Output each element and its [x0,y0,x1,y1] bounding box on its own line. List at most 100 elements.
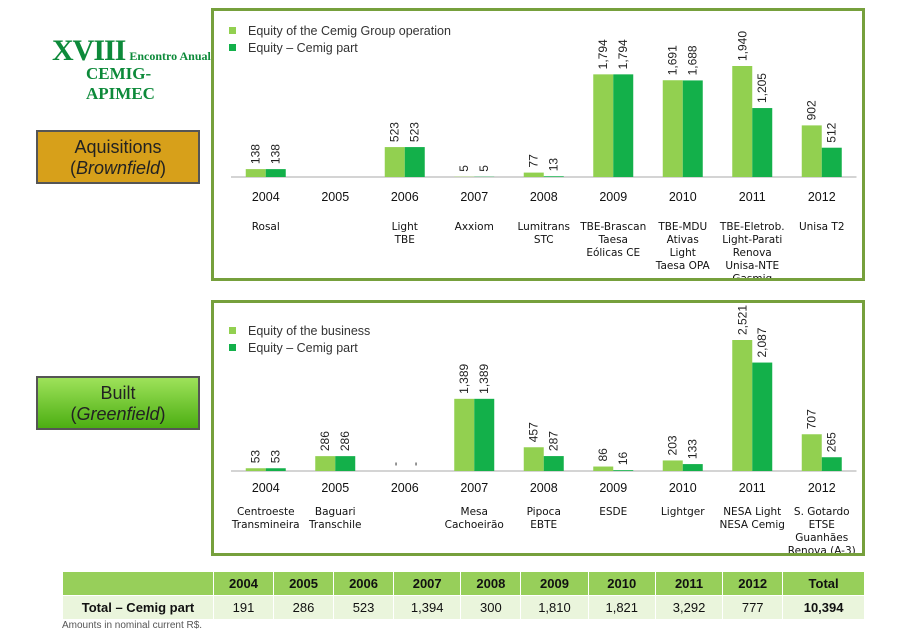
x-tick-label: 2010 [669,481,697,495]
project-label: Gasmig [732,273,772,278]
totals-year-header: 2011 [654,571,724,596]
data-label: 286 [338,431,352,451]
bar [821,147,842,177]
bar [732,66,753,177]
data-label: - [408,462,422,466]
totals-year-header: 2004 [212,571,275,596]
legend-item: Equity – Cemig part [229,39,451,56]
bar [245,169,266,177]
data-label: 138 [269,144,283,164]
data-label: 2,087 [755,327,769,357]
totals-year-header: 2007 [393,571,462,596]
bar [593,466,614,471]
section-label-acquisitions: Aquisitions (Brownfield) [36,130,200,184]
data-label: 1,691 [666,45,680,75]
data-label: 707 [805,409,819,429]
project-label: TBE-Eletrob. [719,221,785,233]
section-title: Built [100,383,136,403]
totals-value: 1,810 [520,595,589,620]
acquisitions-chart-panel: 138 138 2004 Rosal 2005 523 523 2006 Light TBE 5 5 2… [211,8,865,281]
project-label: Guanhães [795,532,848,544]
data-label: 1,794 [596,39,610,69]
bar [662,460,683,471]
project-label: TBE-MDU [657,221,707,233]
data-label: 1,688 [686,45,700,75]
bar [384,147,405,177]
x-tick-label: 2006 [391,190,419,204]
footnote: Amounts in nominal current R$. [62,620,203,631]
project-label: Rosal [252,221,280,233]
logo-roman: XVIII [52,34,126,67]
x-tick-label: 2007 [460,190,488,204]
x-tick-label: 2009 [599,190,627,204]
data-label: 53 [269,450,283,464]
project-label: Renova [733,247,772,259]
project-label: ETSE [809,519,835,531]
x-tick-label: 2011 [739,481,766,495]
project-label: NESA Light [723,506,781,518]
totals-grand-total: 10,394 [782,595,865,620]
totals-year-header: 2009 [520,571,589,596]
bar [682,80,703,177]
bar [543,176,564,177]
project-label: Taesa [598,234,628,246]
project-label: TBE [394,234,415,246]
project-label: Unisa T2 [799,221,845,233]
totals-year-header: 2008 [460,571,522,596]
x-tick-label: 2012 [808,190,836,204]
x-tick-label: 2005 [321,481,349,495]
data-label: 5 [457,165,471,172]
x-tick-label: 2010 [669,190,697,204]
totals-value: 1,821 [587,595,656,620]
bar [613,74,634,177]
totals-value: 3,292 [654,595,724,620]
legend-label: Equity of the business [248,323,371,338]
data-label: 512 [825,122,839,142]
bar [454,398,475,471]
bar [801,125,822,177]
totals-year-header: 2006 [333,571,395,596]
totals-year-header: 2010 [587,571,656,596]
totals-total-header: Total [782,571,865,596]
project-label: Lumitrans [518,221,570,233]
bar [682,464,703,471]
data-label: 5 [477,165,491,172]
project-label: Pipoca [527,506,561,518]
x-tick-label: 2008 [530,190,558,204]
section-label-built: Built (Greenfield) [36,376,200,430]
totals-value: 191 [212,595,275,620]
data-label: 286 [318,431,332,451]
bar [245,468,266,471]
data-label: 1,940 [735,31,749,61]
data-label: 77 [527,154,541,168]
section-subtitle-text: Greenfield [76,404,160,424]
totals-value: 523 [333,595,395,620]
project-label: Axxiom [455,221,494,233]
data-label: - [388,462,402,466]
bar [335,456,356,471]
legend-swatch [229,327,236,334]
x-tick-label: 2004 [252,190,280,204]
built-chart-panel: 53 53 2004 Centroeste Transmineira 286 286 2005… [211,300,865,556]
data-label: 902 [805,100,819,120]
chart-legend: Equity of the Cemig Group operation Equi… [229,22,451,56]
bar [732,340,753,471]
data-label: 523 [408,122,422,142]
project-label: Baguari [315,506,356,518]
project-label: Taesa OPA [655,260,711,272]
project-label: Transmineira [231,519,300,531]
project-label: Cachoeirão [445,519,504,531]
totals-value: 777 [722,595,784,620]
bar [474,398,495,471]
chart-legend: Equity of the business Equity – Cemig pa… [229,322,370,356]
project-label: Lightger [661,506,705,518]
section-title: Aquisitions [74,137,162,157]
project-label: EBTE [530,519,557,531]
data-label: 2,521 [735,305,749,335]
bar [523,447,544,471]
x-tick-label: 2006 [391,481,419,495]
totals-value: 300 [460,595,522,620]
totals-row-label: Total – Cemig part [62,595,214,620]
totals-value: 1,394 [393,595,462,620]
